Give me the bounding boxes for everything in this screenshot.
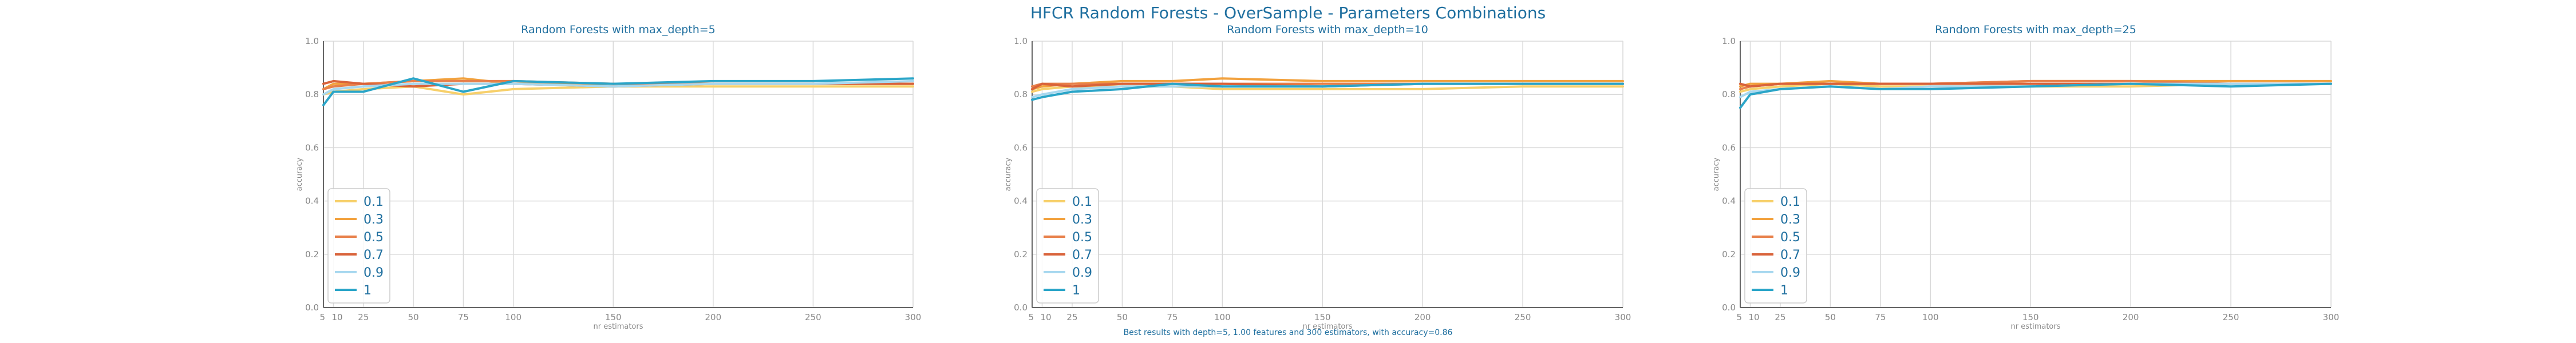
legend-label: 0.5 bbox=[1780, 230, 1800, 245]
x-tick-label: 50 bbox=[408, 312, 419, 322]
chart-title: Random Forests with max_depth=10 bbox=[1227, 23, 1428, 36]
y-tick-label: 0.8 bbox=[1014, 89, 1028, 99]
series-line-0.9 bbox=[322, 79, 914, 96]
series-line-0.1 bbox=[322, 85, 914, 96]
y-tick-label: 0.4 bbox=[1722, 196, 1736, 206]
legend-label: 0.1 bbox=[364, 195, 384, 209]
x-tick-label: 5 bbox=[1736, 312, 1742, 322]
y-tick-label: 0.8 bbox=[1722, 89, 1736, 99]
x-tick-label: 300 bbox=[905, 312, 922, 322]
legend-box bbox=[1744, 188, 1807, 304]
legend-label: 0.9 bbox=[364, 266, 384, 280]
x-tick-label: 300 bbox=[2323, 312, 2340, 322]
legend-label: 1 bbox=[1072, 284, 1080, 298]
y-tick-label: 0.6 bbox=[305, 142, 319, 153]
series-line-0.5 bbox=[322, 79, 914, 90]
chart-panel-2: 0.0 0.2 0.4 0.6 0.8 1.0 5 10 25 50 75 100 150 200 250 3… bbox=[1004, 23, 1631, 331]
series-line-0.9 bbox=[1739, 82, 2332, 98]
best-result-note: Best results with depth=5, 1.00 features… bbox=[1123, 328, 1453, 337]
y-axis-label: accuracy bbox=[1712, 157, 1721, 191]
x-axis-label: nr estimators bbox=[594, 322, 643, 331]
chart-panel-1: 0.0 0.2 0.4 0.6 0.8 1.0 5 10 25 50 75 100 150 200 250 3… bbox=[295, 23, 921, 331]
legend-label: 0.9 bbox=[1072, 266, 1092, 280]
legend-box bbox=[327, 188, 390, 304]
y-tick-label: 0.0 bbox=[1722, 302, 1736, 313]
y-tick-label: 0.6 bbox=[1014, 142, 1028, 153]
y-tick-label: 1.0 bbox=[1014, 36, 1028, 46]
legend-label: 0.5 bbox=[364, 230, 384, 245]
y-tick-label: 0.4 bbox=[1014, 196, 1028, 206]
x-tick-label: 150 bbox=[2022, 312, 2039, 322]
legend-label: 0.7 bbox=[1072, 248, 1092, 262]
x-tick-label: 75 bbox=[1167, 312, 1178, 322]
x-tick-label: 100 bbox=[505, 312, 521, 322]
x-tick-label: 75 bbox=[458, 312, 469, 322]
y-tick-label: 0.6 bbox=[1722, 142, 1736, 153]
x-tick-label: 300 bbox=[1615, 312, 1631, 322]
legend-label: 0.3 bbox=[1072, 213, 1092, 227]
series-line-1 bbox=[1031, 82, 1624, 101]
legend-label: 1 bbox=[364, 284, 372, 298]
y-axis-label: accuracy bbox=[1004, 157, 1013, 191]
x-tick-label: 5 bbox=[1028, 312, 1034, 322]
x-tick-label: 25 bbox=[358, 312, 369, 322]
y-tick-label: 0.0 bbox=[1014, 302, 1028, 313]
x-tick-label: 5 bbox=[319, 312, 325, 322]
chart-title: Random Forests with max_depth=25 bbox=[1935, 23, 2136, 36]
legend-label: 0.5 bbox=[1072, 230, 1092, 245]
legend-label: 0.1 bbox=[1780, 195, 1800, 209]
y-tick-label: 0.2 bbox=[1014, 249, 1028, 260]
x-tick-label: 75 bbox=[1875, 312, 1886, 322]
x-tick-label: 250 bbox=[805, 312, 821, 322]
x-tick-label: 10 bbox=[331, 312, 342, 322]
legend-label: 0.7 bbox=[1780, 248, 1800, 262]
chart-title: Random Forests with max_depth=5 bbox=[521, 23, 716, 36]
legend-label: 0.9 bbox=[1780, 266, 1800, 280]
x-tick-label: 50 bbox=[1825, 312, 1836, 322]
x-axis-label: nr estimators bbox=[1303, 322, 1353, 331]
y-tick-label: 0.8 bbox=[305, 89, 319, 99]
x-tick-label: 200 bbox=[2123, 312, 2139, 322]
x-tick-label: 250 bbox=[1515, 312, 1531, 322]
x-tick-label: 100 bbox=[1214, 312, 1231, 322]
legend-label: 0.1 bbox=[1072, 195, 1092, 209]
legend-label: 1 bbox=[1780, 284, 1788, 298]
legend-box bbox=[1036, 188, 1099, 304]
x-tick-label: 50 bbox=[1117, 312, 1128, 322]
y-tick-label: 0.2 bbox=[1722, 249, 1736, 260]
series-line-0.1 bbox=[1031, 85, 1624, 93]
series-line-1 bbox=[322, 77, 914, 106]
y-tick-label: 0.4 bbox=[305, 196, 319, 206]
y-tick-label: 0.2 bbox=[305, 249, 319, 260]
figure-title: HFCR Random Forests - OverSample - Param… bbox=[1030, 3, 1546, 22]
x-tick-label: 200 bbox=[705, 312, 722, 322]
x-axis-label: nr estimators bbox=[2011, 322, 2061, 331]
legend-label: 0.3 bbox=[1780, 213, 1800, 227]
x-tick-label: 10 bbox=[1748, 312, 1759, 322]
chart-panel-3: 0.0 0.2 0.4 0.6 0.8 1.0 5 10 25 50 75 100 150 200 250 3… bbox=[1712, 23, 2339, 331]
x-tick-label: 100 bbox=[1922, 312, 1939, 322]
series-line-1 bbox=[1739, 82, 2332, 109]
y-tick-label: 0.0 bbox=[305, 302, 319, 313]
y-tick-label: 1.0 bbox=[305, 36, 319, 46]
x-tick-label: 25 bbox=[1775, 312, 1785, 322]
y-axis-label: accuracy bbox=[295, 157, 304, 191]
x-tick-label: 10 bbox=[1040, 312, 1051, 322]
legend-label: 0.7 bbox=[364, 248, 384, 262]
y-tick-label: 1.0 bbox=[1722, 36, 1736, 46]
x-tick-label: 250 bbox=[2223, 312, 2239, 322]
x-tick-label: 150 bbox=[605, 312, 622, 322]
x-tick-label: 200 bbox=[1415, 312, 1431, 322]
x-tick-label: 150 bbox=[1314, 312, 1331, 322]
x-tick-label: 25 bbox=[1066, 312, 1077, 322]
legend-label: 0.3 bbox=[364, 213, 384, 227]
